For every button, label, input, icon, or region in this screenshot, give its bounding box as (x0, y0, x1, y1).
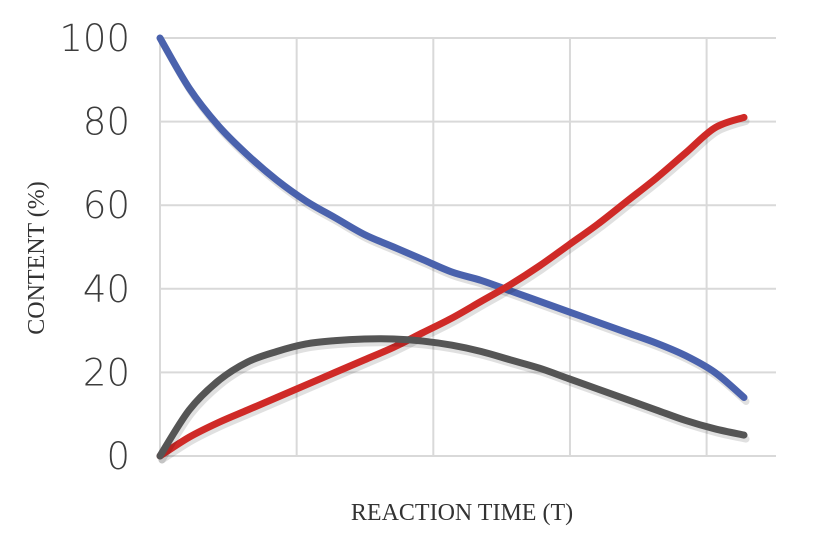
series-line-1 (156, 34, 748, 401)
y-tick-label: 0 (106, 435, 130, 478)
y-tick-label: 100 (59, 17, 130, 60)
y-tick-label: 40 (83, 268, 130, 311)
series-line-2 (156, 113, 748, 460)
y-tick-label: 80 (83, 101, 130, 144)
series-line-shadow (158, 117, 750, 464)
y-axis-label: CONTENT (%) (24, 181, 50, 335)
y-tick-labels: 0 20 40 60 80 100 (59, 17, 130, 478)
x-axis-label: REACTION TIME (T) (351, 500, 573, 526)
y-tick-label: 20 (83, 351, 130, 394)
grid (159, 37, 776, 457)
series-group (156, 34, 750, 464)
y-tick-label: 60 (83, 184, 130, 227)
series-line-3 (156, 335, 748, 460)
